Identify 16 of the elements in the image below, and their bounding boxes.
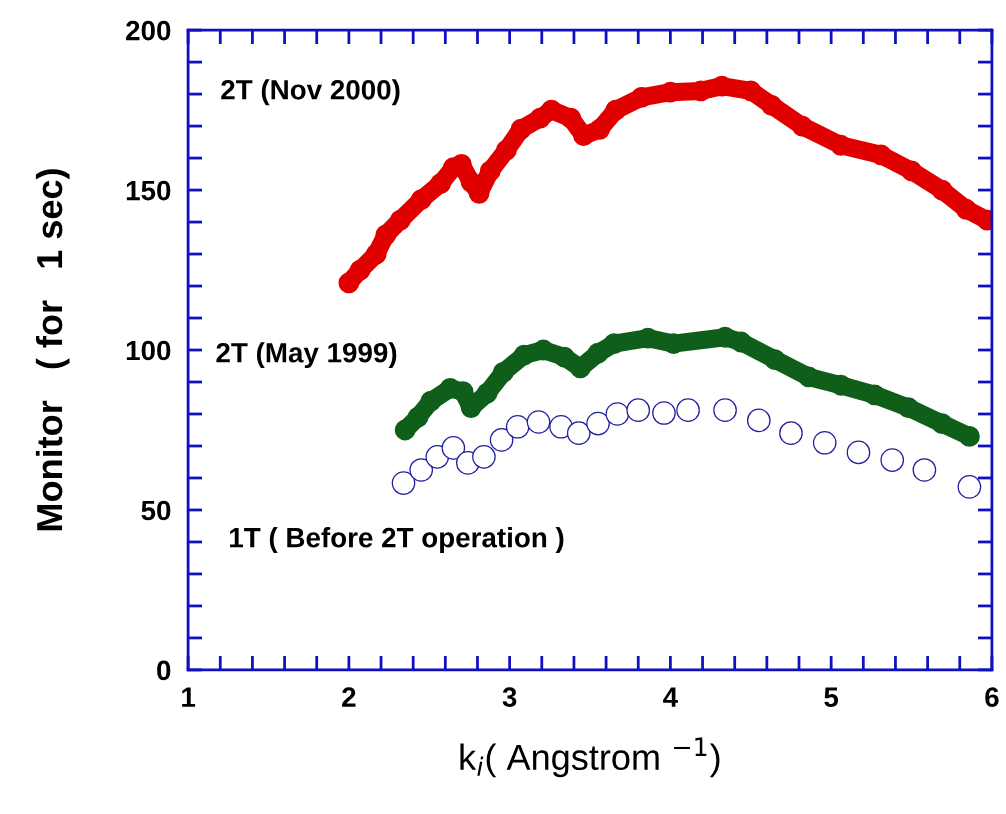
x-tick-label: 2: [342, 687, 356, 707]
y-tick-label: 50: [141, 500, 171, 521]
series-label: 2T (May 1999): [216, 342, 397, 369]
y-tick-label: 0: [157, 660, 171, 681]
series-label: 1T ( Before 2T operation ): [230, 527, 564, 553]
x-tick-label: 5: [824, 687, 839, 707]
y-axis-title: Monitor ( for 1 sec): [35, 169, 70, 531]
y-tick-label: 150: [126, 180, 171, 201]
y-tick-label: 200: [126, 20, 171, 41]
x-axis-title: k$_{i}$( Angstrom $^{−1}$): [460, 737, 720, 778]
y-tick-label: 100: [126, 340, 171, 361]
x-tick-label: 3: [502, 687, 517, 708]
x-tick-label: 6: [985, 687, 999, 707]
x-tick-label: 4: [663, 687, 678, 707]
x-tick-label: 1: [182, 687, 196, 707]
text: 2T (Nov 2000): [221, 79, 400, 106]
